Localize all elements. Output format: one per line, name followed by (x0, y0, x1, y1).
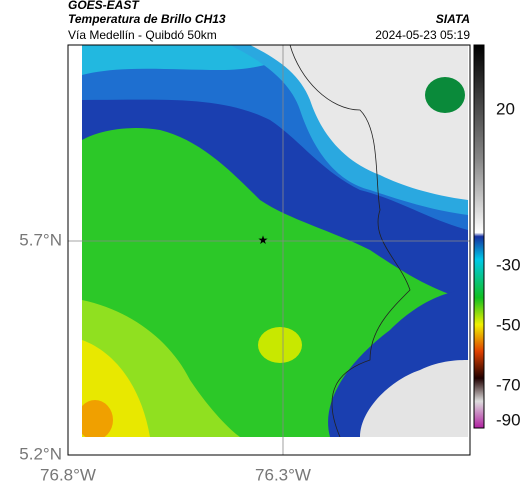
map-frame (67, 44, 471, 456)
lat-label: 5.2°N (19, 444, 62, 463)
source: SIATA (436, 12, 470, 26)
location: Vía Medellín - Quibdó 50km (68, 28, 217, 42)
colorbar-tick: -30 (496, 255, 521, 274)
colorbar-tick: -70 (496, 375, 521, 394)
colorbar-tick: -50 (496, 315, 521, 334)
lon-label: 76.3°W (255, 465, 311, 484)
colorbar-tick: -90 (496, 410, 521, 429)
datetime: 2024-05-23 05:19 (375, 28, 470, 42)
title: GOES-EAST (68, 0, 140, 12)
lat-label: 5.7°N (19, 230, 62, 249)
subtitle: Temperatura de Brillo CH13 (68, 12, 226, 26)
satellite-image (82, 45, 468, 437)
location-marker: ★ (258, 233, 269, 247)
colorbar (473, 44, 485, 429)
lon-label: 76.8°W (40, 465, 96, 484)
colorbar-tick: 20 (496, 99, 515, 118)
